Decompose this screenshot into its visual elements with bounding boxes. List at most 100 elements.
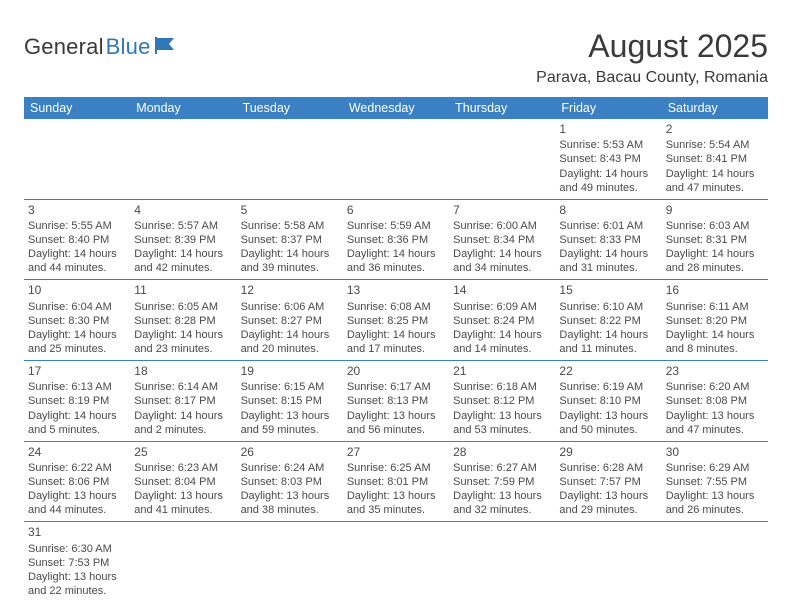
day-number: 29	[559, 445, 657, 460]
sunset-text: Sunset: 8:10 PM	[559, 394, 657, 408]
calendar-day-cell: 3Sunrise: 5:55 AMSunset: 8:40 PMDaylight…	[24, 199, 130, 280]
sunset-text: Sunset: 8:19 PM	[28, 394, 126, 408]
day2-text: and 23 minutes.	[134, 342, 232, 356]
calendar-day-cell: 22Sunrise: 6:19 AMSunset: 8:10 PMDayligh…	[555, 361, 661, 442]
day2-text: and 29 minutes.	[559, 503, 657, 517]
day1-text: Daylight: 13 hours	[347, 409, 445, 423]
calendar-day-cell: 4Sunrise: 5:57 AMSunset: 8:39 PMDaylight…	[130, 199, 236, 280]
sunset-text: Sunset: 8:03 PM	[241, 475, 339, 489]
day-number: 15	[559, 283, 657, 298]
calendar-day-cell: 10Sunrise: 6:04 AMSunset: 8:30 PMDayligh…	[24, 280, 130, 361]
day-number: 30	[666, 445, 764, 460]
day2-text: and 5 minutes.	[28, 423, 126, 437]
sunset-text: Sunset: 8:28 PM	[134, 314, 232, 328]
calendar-week-row: 1Sunrise: 5:53 AMSunset: 8:43 PMDaylight…	[24, 119, 768, 199]
day1-text: Daylight: 13 hours	[28, 489, 126, 503]
sunset-text: Sunset: 8:06 PM	[28, 475, 126, 489]
sunrise-text: Sunrise: 6:30 AM	[28, 542, 126, 556]
day1-text: Daylight: 13 hours	[666, 489, 764, 503]
day2-text: and 53 minutes.	[453, 423, 551, 437]
sunset-text: Sunset: 8:13 PM	[347, 394, 445, 408]
day2-text: and 20 minutes.	[241, 342, 339, 356]
calendar-day-cell: 13Sunrise: 6:08 AMSunset: 8:25 PMDayligh…	[343, 280, 449, 361]
calendar-day-cell: 23Sunrise: 6:20 AMSunset: 8:08 PMDayligh…	[662, 361, 768, 442]
sunrise-text: Sunrise: 6:03 AM	[666, 219, 764, 233]
sunrise-text: Sunrise: 6:06 AM	[241, 300, 339, 314]
sunrise-text: Sunrise: 6:11 AM	[666, 300, 764, 314]
weekday-header: Monday	[130, 97, 236, 119]
calendar-day-cell: 20Sunrise: 6:17 AMSunset: 8:13 PMDayligh…	[343, 361, 449, 442]
sunrise-text: Sunrise: 6:10 AM	[559, 300, 657, 314]
day2-text: and 22 minutes.	[28, 584, 126, 598]
flag-icon	[155, 36, 179, 59]
sunset-text: Sunset: 8:01 PM	[347, 475, 445, 489]
day1-text: Daylight: 13 hours	[453, 489, 551, 503]
calendar-day-cell: 16Sunrise: 6:11 AMSunset: 8:20 PMDayligh…	[662, 280, 768, 361]
day2-text: and 36 minutes.	[347, 261, 445, 275]
sunset-text: Sunset: 8:43 PM	[559, 152, 657, 166]
calendar-day-cell	[343, 522, 449, 602]
calendar-day-cell: 9Sunrise: 6:03 AMSunset: 8:31 PMDaylight…	[662, 199, 768, 280]
sunrise-text: Sunrise: 6:05 AM	[134, 300, 232, 314]
sunset-text: Sunset: 8:36 PM	[347, 233, 445, 247]
calendar-day-cell: 26Sunrise: 6:24 AMSunset: 8:03 PMDayligh…	[237, 441, 343, 522]
sunrise-text: Sunrise: 6:08 AM	[347, 300, 445, 314]
day-number: 9	[666, 203, 764, 218]
sunrise-text: Sunrise: 6:28 AM	[559, 461, 657, 475]
day-number: 2	[666, 122, 764, 137]
weekday-header: Wednesday	[343, 97, 449, 119]
day1-text: Daylight: 14 hours	[28, 247, 126, 261]
weekday-header: Thursday	[449, 97, 555, 119]
day2-text: and 49 minutes.	[559, 181, 657, 195]
day-number: 16	[666, 283, 764, 298]
sunset-text: Sunset: 8:30 PM	[28, 314, 126, 328]
calendar-day-cell: 12Sunrise: 6:06 AMSunset: 8:27 PMDayligh…	[237, 280, 343, 361]
day-number: 8	[559, 203, 657, 218]
day2-text: and 38 minutes.	[241, 503, 339, 517]
calendar-day-cell: 7Sunrise: 6:00 AMSunset: 8:34 PMDaylight…	[449, 199, 555, 280]
day-number: 4	[134, 203, 232, 218]
calendar-week-row: 17Sunrise: 6:13 AMSunset: 8:19 PMDayligh…	[24, 361, 768, 442]
sunset-text: Sunset: 8:37 PM	[241, 233, 339, 247]
day1-text: Daylight: 14 hours	[134, 328, 232, 342]
sunrise-text: Sunrise: 5:59 AM	[347, 219, 445, 233]
weekday-header: Sunday	[24, 97, 130, 119]
day2-text: and 26 minutes.	[666, 503, 764, 517]
day-number: 28	[453, 445, 551, 460]
sunrise-text: Sunrise: 5:58 AM	[241, 219, 339, 233]
sunrise-text: Sunrise: 5:53 AM	[559, 138, 657, 152]
day-number: 31	[28, 525, 126, 540]
day1-text: Daylight: 14 hours	[559, 328, 657, 342]
sunset-text: Sunset: 8:33 PM	[559, 233, 657, 247]
month-title: August 2025	[536, 28, 768, 65]
weekday-header: Saturday	[662, 97, 768, 119]
day2-text: and 56 minutes.	[347, 423, 445, 437]
sunset-text: Sunset: 7:55 PM	[666, 475, 764, 489]
day2-text: and 8 minutes.	[666, 342, 764, 356]
page-header: General Blue August 2025 Parava, Bacau C…	[24, 28, 768, 87]
calendar-day-cell	[237, 522, 343, 602]
calendar-day-cell: 5Sunrise: 5:58 AMSunset: 8:37 PMDaylight…	[237, 199, 343, 280]
calendar-day-cell: 1Sunrise: 5:53 AMSunset: 8:43 PMDaylight…	[555, 119, 661, 199]
sunrise-text: Sunrise: 6:01 AM	[559, 219, 657, 233]
day2-text: and 14 minutes.	[453, 342, 551, 356]
sunset-text: Sunset: 8:17 PM	[134, 394, 232, 408]
day-number: 22	[559, 364, 657, 379]
day2-text: and 35 minutes.	[347, 503, 445, 517]
day2-text: and 11 minutes.	[559, 342, 657, 356]
day1-text: Daylight: 13 hours	[453, 409, 551, 423]
day1-text: Daylight: 14 hours	[134, 409, 232, 423]
sunset-text: Sunset: 8:15 PM	[241, 394, 339, 408]
brand-logo: General Blue	[24, 34, 179, 60]
sunset-text: Sunset: 8:31 PM	[666, 233, 764, 247]
calendar-day-cell	[662, 522, 768, 602]
calendar-day-cell: 11Sunrise: 6:05 AMSunset: 8:28 PMDayligh…	[130, 280, 236, 361]
brand-text-general: General	[24, 34, 104, 60]
day2-text: and 34 minutes.	[453, 261, 551, 275]
day2-text: and 31 minutes.	[559, 261, 657, 275]
day-number: 24	[28, 445, 126, 460]
location-text: Parava, Bacau County, Romania	[536, 69, 768, 87]
day1-text: Daylight: 14 hours	[134, 247, 232, 261]
weekday-header: Tuesday	[237, 97, 343, 119]
day-number: 12	[241, 283, 339, 298]
